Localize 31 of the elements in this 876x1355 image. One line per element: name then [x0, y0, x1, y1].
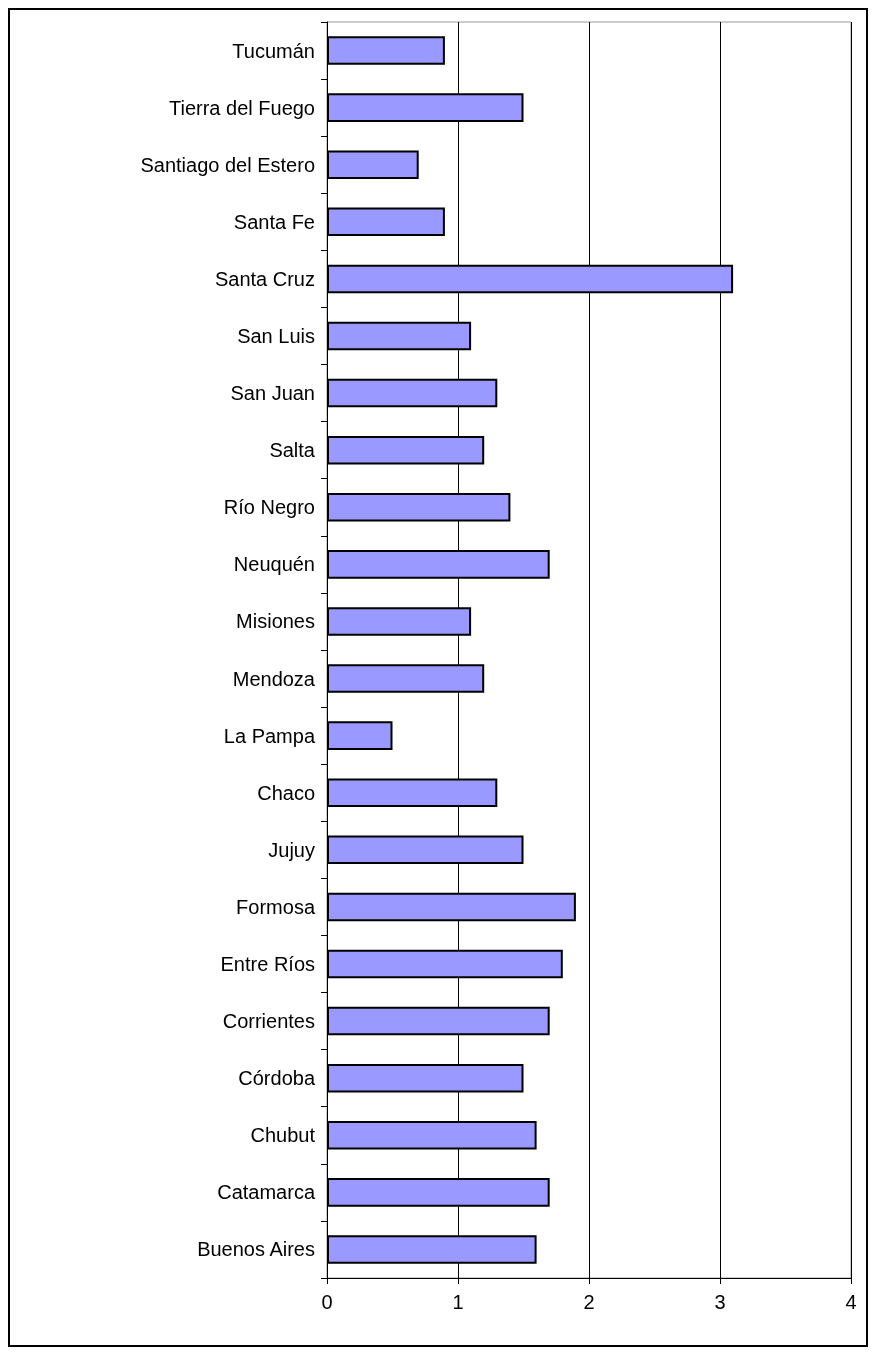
y-tick-label: San Juan: [230, 382, 315, 405]
y-tick-label: San Luis: [237, 325, 315, 347]
y-tick-label: Corrientes: [222, 1010, 315, 1033]
y-tick-label: Tierra del Fuego: [169, 96, 315, 119]
y-tick-label: Córdoba: [238, 1067, 316, 1090]
x-tick-label: 3: [714, 1291, 726, 1313]
y-tick-label: Neuquén: [233, 553, 315, 576]
x-tick-label: 1: [452, 1291, 464, 1313]
y-tick-label: Jujuy: [268, 838, 315, 861]
y-tick-label: Santa Fe: [233, 210, 315, 233]
y-tick-label: Chaco: [257, 781, 315, 804]
y-tick-label: Tucumán: [232, 39, 315, 62]
y-tick-label: La Pampa: [223, 724, 316, 747]
x-tick-label: 2: [583, 1291, 595, 1313]
y-tick-label: Entre Ríos: [220, 953, 315, 975]
bar: [327, 721, 393, 750]
y-tick-label: Chubut: [250, 1124, 316, 1147]
y-tick-label: Catamarca: [217, 1181, 316, 1204]
x-tick-label: 0: [321, 1291, 333, 1313]
x-tick-label: 4: [845, 1291, 857, 1313]
bar: [327, 207, 445, 237]
y-tick-label: Misiones: [236, 610, 315, 633]
y-tick-label: Mendoza: [232, 667, 316, 690]
bar: [327, 150, 419, 179]
bar: [327, 36, 445, 65]
y-tick-label: Santa Cruz: [214, 267, 315, 290]
y-tick-label: Buenos Aires: [197, 1238, 315, 1261]
y-tick-label: Salta: [269, 439, 316, 462]
y-tick-label: Río Negro: [223, 496, 315, 519]
y-tick-label: Santiago del Estero: [140, 153, 315, 176]
y-tick-label: Formosa: [236, 895, 316, 918]
